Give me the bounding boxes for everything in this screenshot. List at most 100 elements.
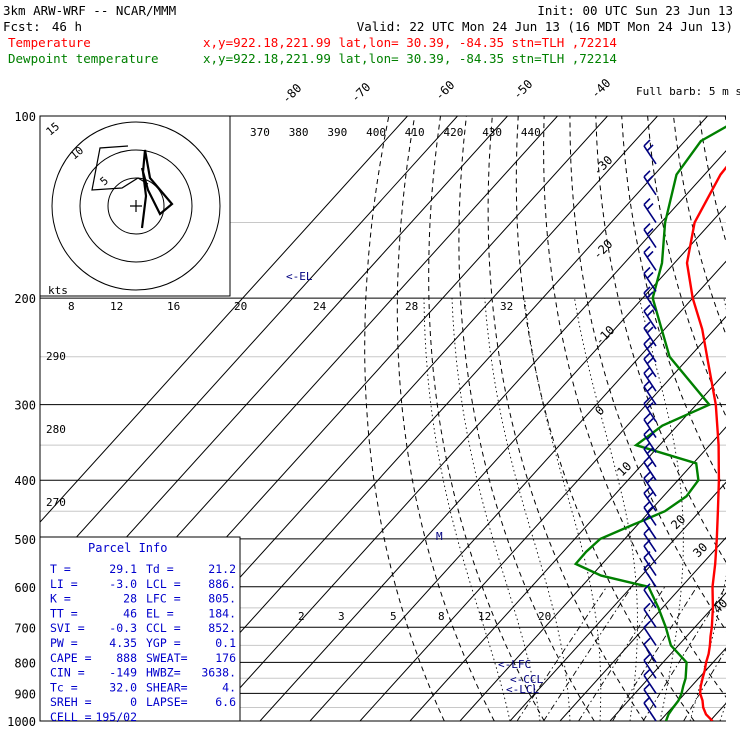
dry-adiabat-labels: 290 280 270 <box>46 350 66 509</box>
parcel-key: LI = <box>50 577 78 591</box>
barb-staff <box>643 520 657 540</box>
hodograph-scale-label: 32 <box>500 300 513 313</box>
wind-barb <box>643 682 657 708</box>
pressure-label-500: 500 <box>14 533 36 547</box>
parcel-value: 46 <box>123 606 137 620</box>
wind-barb <box>643 562 657 588</box>
parcel-value: 195/02 <box>95 710 137 724</box>
barb-flag <box>643 223 651 231</box>
theta-labels: 370 380 390 400 410 420 430 440 8 12 16 20 24 28 32 <box>68 126 541 313</box>
hodograph-ring-5 <box>107 177 165 235</box>
theta-label: 440 <box>521 126 541 139</box>
isotherm-label: -20 <box>590 237 615 262</box>
parcel-key: SHEAR= <box>146 680 188 694</box>
wind-barb <box>643 412 657 438</box>
dry-adiabat <box>569 116 726 632</box>
init-time: Init: 00 UTC Sun 23 Jun 13 <box>537 3 733 18</box>
dewpoint-profile <box>573 125 726 721</box>
profiles <box>573 125 726 721</box>
barb-staff <box>643 461 657 481</box>
temperature-profile <box>685 165 726 721</box>
isotherm-label: -10 <box>592 323 617 348</box>
mixing-ratio-label: 8 <box>438 610 445 623</box>
isotherm <box>359 315 726 721</box>
barb-staff <box>643 608 657 628</box>
parcel-key: PW = <box>50 636 78 650</box>
moist-adiabat <box>689 297 726 721</box>
barb-flag <box>643 366 651 374</box>
barb-staff <box>643 251 657 271</box>
parcel-value: 805. <box>208 592 236 606</box>
barb-flag <box>643 197 651 206</box>
wind-barb <box>643 527 657 553</box>
isotherm <box>609 592 726 721</box>
mixing-ratio-label: 12 <box>478 610 491 623</box>
barb-flag <box>646 432 654 441</box>
barb-flag <box>643 620 651 628</box>
isotherm <box>509 481 726 721</box>
dry-adiabat <box>724 116 726 124</box>
barb-flag <box>643 500 651 508</box>
barb-staff <box>643 545 657 565</box>
barb-staff <box>643 310 657 330</box>
isotherm-label: 30 <box>690 540 710 560</box>
parcel-value: 184. <box>208 606 236 620</box>
parcel-key: SWEAT= <box>146 651 188 665</box>
dry-adiabat <box>487 116 645 721</box>
wind-barb <box>643 514 657 540</box>
barb-legend: Full barb: 5 m s <box>636 85 740 98</box>
mixing-ratio-label: 5 <box>390 610 397 623</box>
barb-flag <box>643 682 651 691</box>
parcel-key: TT = <box>50 606 78 620</box>
moist-adiabat <box>451 298 541 721</box>
wind-barb <box>643 337 657 363</box>
isotherm <box>40 116 408 523</box>
parcel-value: 6.6 <box>215 695 236 709</box>
barb-staff <box>643 557 657 577</box>
pressure-label-300: 300 <box>14 399 36 413</box>
parcel-value: 886. <box>208 577 236 591</box>
parcel-value: 29.1 <box>109 562 137 576</box>
wind-barb <box>643 286 657 312</box>
barb-flag <box>646 144 654 152</box>
dry-adiabat <box>543 116 726 698</box>
barb-flag <box>646 371 654 379</box>
barb-staff <box>643 145 657 165</box>
isotherm-label: -70 <box>348 80 373 105</box>
pressure-labels: 100 200 300 400 500 600 700 800 900 1000 <box>7 110 36 729</box>
barb-staff <box>643 419 657 438</box>
barb-flag <box>646 505 654 513</box>
barb-flag <box>643 139 651 147</box>
hodograph-ring-15 <box>51 121 221 291</box>
barb-flag <box>643 337 651 345</box>
barb-flag <box>643 539 651 547</box>
barb-flag <box>646 202 654 211</box>
barb-flag <box>646 476 654 484</box>
wind-barb <box>643 583 657 609</box>
isotherm-label: 0 <box>592 403 607 418</box>
pressure-label-400: 400 <box>14 474 36 488</box>
dry-adiabat <box>428 116 545 721</box>
barb-staff <box>643 343 657 363</box>
barb-flag <box>643 455 651 463</box>
barb-flag <box>646 357 654 365</box>
barb-staff <box>643 372 657 392</box>
parcel-key: K = <box>50 592 71 606</box>
freezing-level-marker: M <box>436 530 443 543</box>
isotherm <box>259 205 726 721</box>
hodograph-scale-label: 20 <box>234 300 247 313</box>
mixing-ratio-label: 3 <box>338 610 345 623</box>
barb-flag <box>643 696 651 704</box>
barb-flag <box>646 326 654 334</box>
dry-adiabat <box>515 116 695 721</box>
dry-adiabat <box>621 116 726 493</box>
barb-flag <box>646 342 654 350</box>
barb-flag <box>643 486 651 494</box>
barb-flag <box>646 402 654 410</box>
barb-flag <box>643 527 651 535</box>
barb-flag <box>646 417 654 426</box>
wind-barb <box>643 653 657 679</box>
dewpoint-legend: Dewpoint temperature <box>8 51 159 66</box>
wind-barb <box>643 380 657 406</box>
